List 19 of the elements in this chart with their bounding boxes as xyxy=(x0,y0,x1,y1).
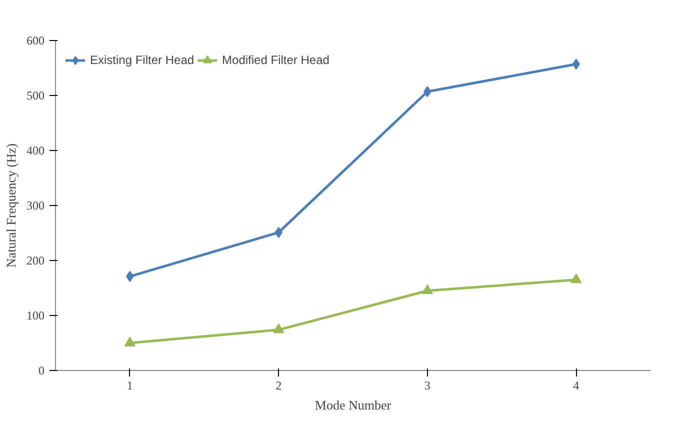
point xyxy=(570,273,582,284)
point xyxy=(124,336,136,346)
legend-label: Existing Filter Head xyxy=(90,53,194,67)
y-tick-label: 400 xyxy=(26,144,44,158)
x-axis-title: Mode Number xyxy=(314,398,392,412)
x-tick-label: 3 xyxy=(424,378,430,392)
y-axis-title: Natural Frequency (Hz) xyxy=(4,143,18,268)
point xyxy=(273,324,284,334)
y-tick-label: 200 xyxy=(26,254,44,268)
x-tick-label: 4 xyxy=(573,378,580,392)
y-tick-label: 100 xyxy=(26,308,44,322)
y-tick-label: 600 xyxy=(26,34,44,48)
x-tick-label: 2 xyxy=(276,378,282,392)
y-tick-label: 0 xyxy=(38,364,44,378)
y-tick-label: 300 xyxy=(26,198,44,212)
y-tick-label: 500 xyxy=(26,88,44,102)
x-tick-label: 1 xyxy=(126,378,133,392)
point xyxy=(422,284,433,294)
legend-label: Modified Filter Head xyxy=(222,53,330,67)
